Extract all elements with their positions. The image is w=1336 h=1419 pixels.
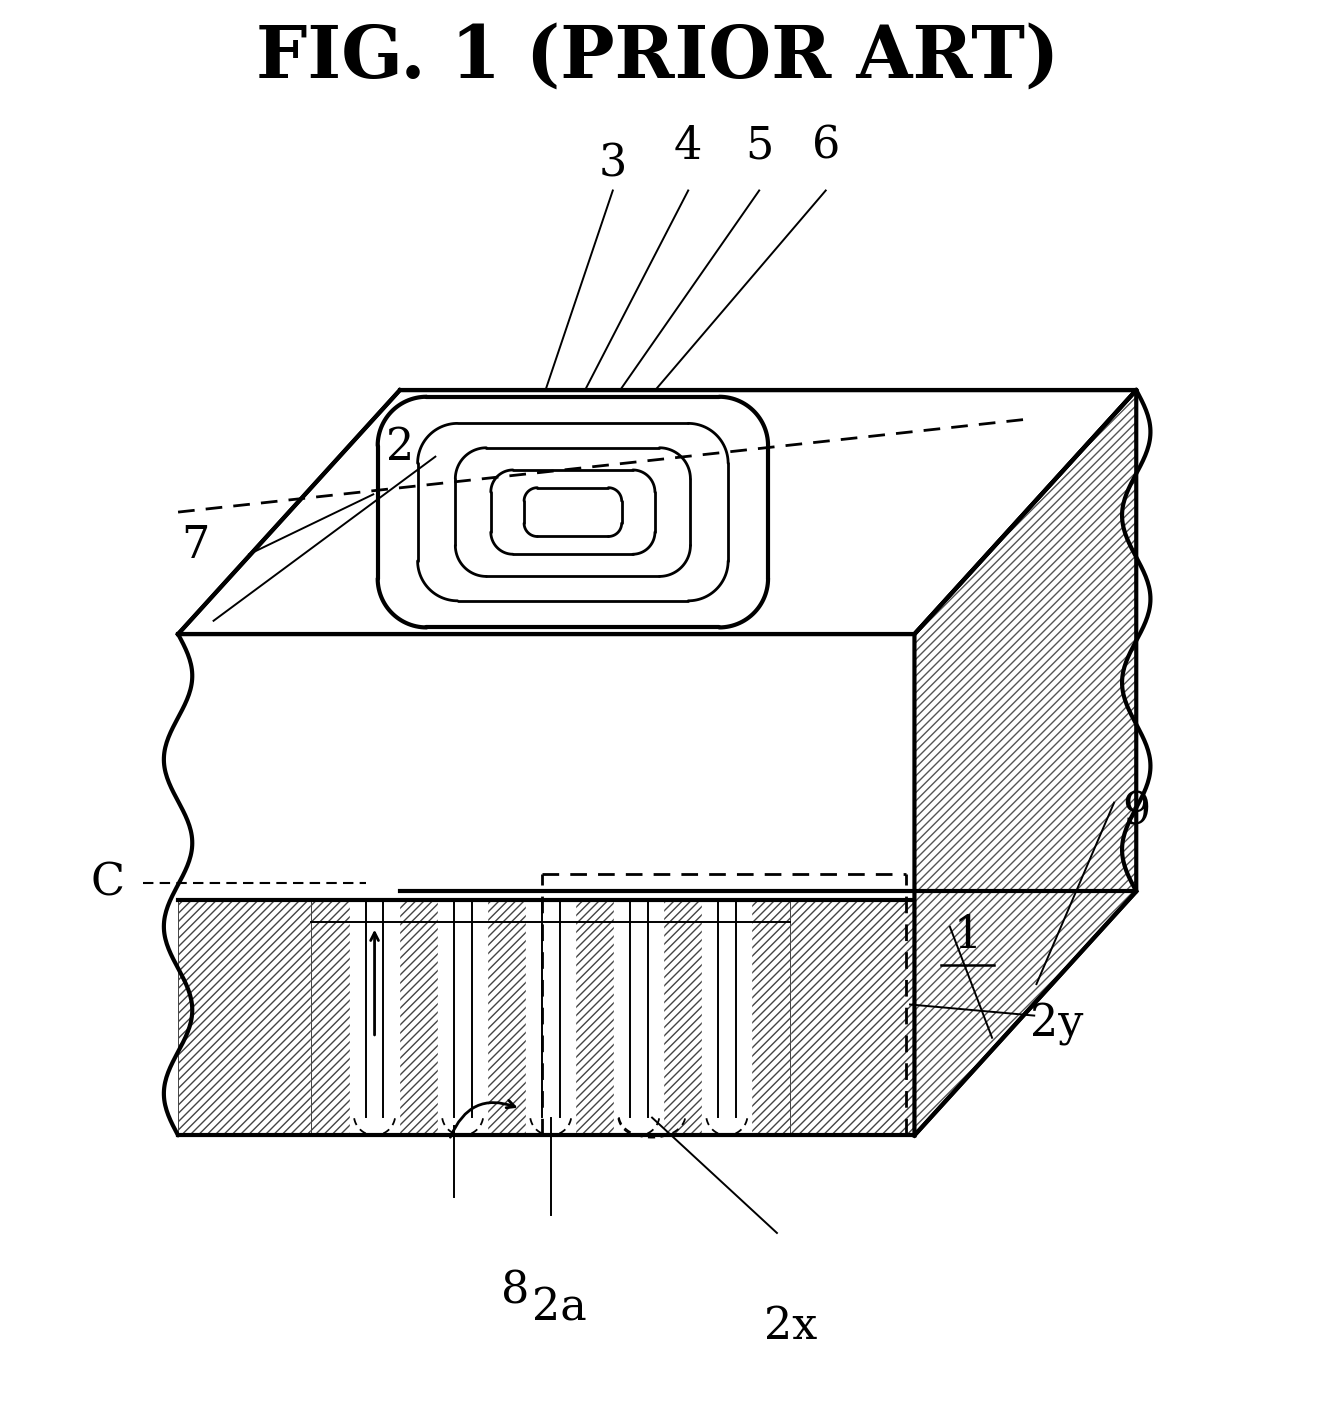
Polygon shape [399,900,438,1135]
Polygon shape [311,900,790,1135]
Polygon shape [751,900,790,1135]
Text: 5: 5 [744,125,774,167]
Polygon shape [178,390,1136,634]
Polygon shape [914,390,1136,1135]
Text: 8: 8 [501,1269,529,1313]
Polygon shape [178,634,914,1135]
Text: 1: 1 [953,914,982,958]
Text: FIG. 1 (PRIOR ART): FIG. 1 (PRIOR ART) [255,21,1058,92]
Text: 9: 9 [1122,790,1150,833]
Text: 2y: 2y [1029,1003,1082,1046]
Polygon shape [311,900,350,1135]
Text: 2x: 2x [763,1304,816,1348]
Polygon shape [178,900,311,1135]
Polygon shape [526,900,574,1135]
Polygon shape [701,900,751,1135]
Polygon shape [613,900,663,1135]
Text: 3: 3 [599,142,627,186]
Polygon shape [663,900,701,1135]
Polygon shape [438,900,488,1135]
Text: 2: 2 [386,426,414,470]
Polygon shape [350,900,399,1135]
Polygon shape [574,900,613,1135]
Text: 7: 7 [182,524,210,568]
Text: 2a: 2a [532,1287,587,1330]
Polygon shape [488,900,526,1135]
Text: 4: 4 [673,125,703,167]
Text: C: C [90,861,124,904]
Polygon shape [790,900,914,1135]
Text: 6: 6 [811,125,839,167]
